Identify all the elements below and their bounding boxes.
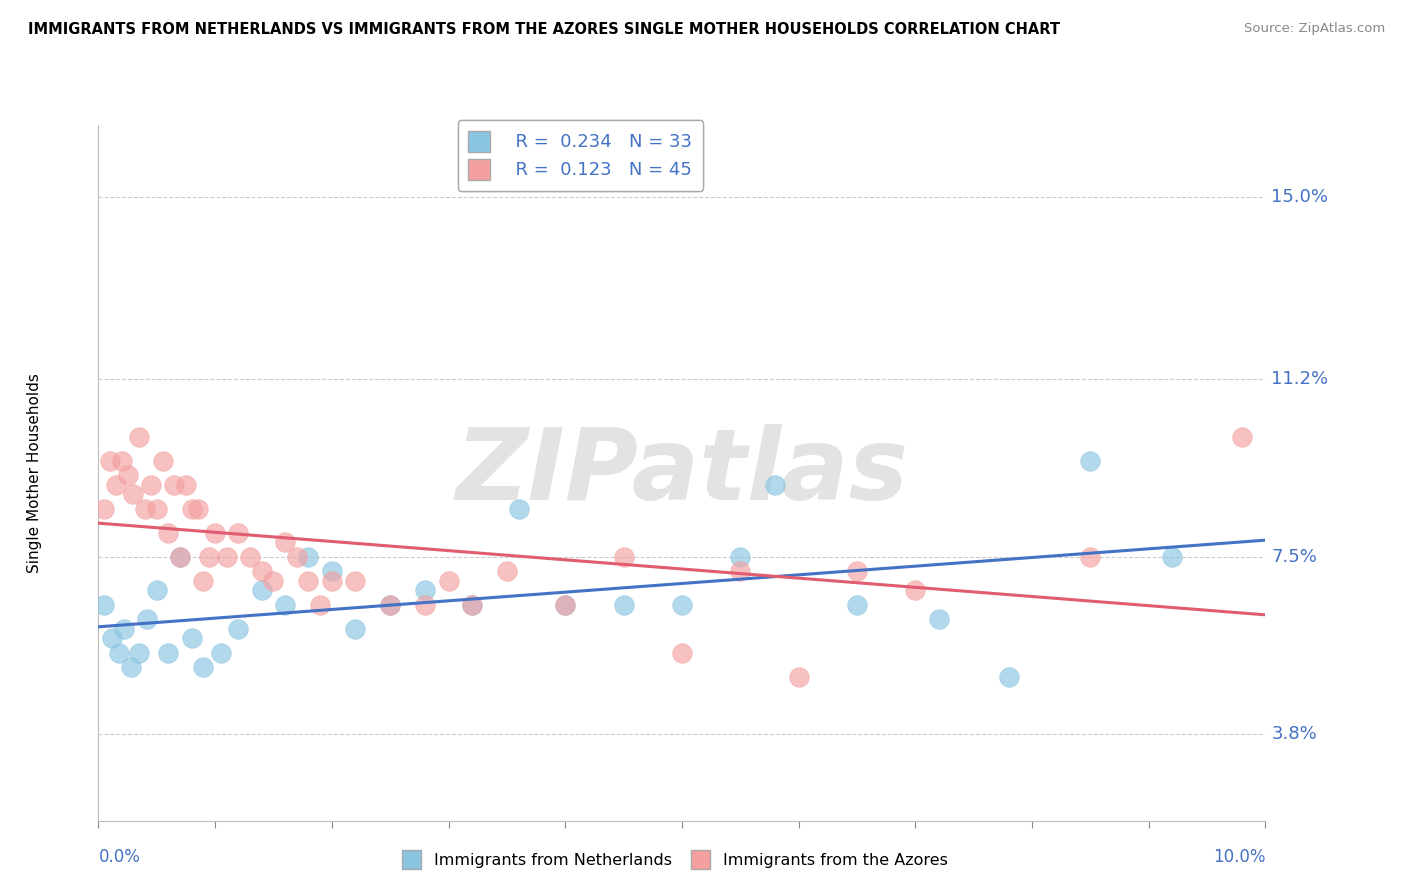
- Point: [134, 501, 156, 516]
- Text: 7.5%: 7.5%: [1271, 548, 1317, 566]
- Point: [108, 646, 131, 660]
- Point: [146, 501, 169, 516]
- Point: [997, 670, 1019, 684]
- Point: [93, 501, 115, 516]
- Point: [1080, 454, 1102, 468]
- Point: [1230, 430, 1253, 444]
- Point: [344, 574, 367, 588]
- Point: [136, 612, 159, 626]
- Point: [239, 549, 262, 564]
- Point: [671, 598, 693, 612]
- Point: [845, 598, 868, 612]
- Point: [250, 564, 273, 578]
- Point: [157, 525, 180, 540]
- Point: [193, 574, 215, 588]
- Point: [461, 598, 484, 612]
- Text: 10.0%: 10.0%: [1213, 848, 1265, 866]
- Point: [554, 598, 576, 612]
- Point: [787, 670, 810, 684]
- Point: [163, 477, 186, 491]
- Point: [461, 598, 484, 612]
- Point: [297, 574, 319, 588]
- Legend:   R =  0.234   N = 33,   R =  0.123   N = 45: R = 0.234 N = 33, R = 0.123 N = 45: [457, 120, 703, 191]
- Point: [112, 622, 135, 636]
- Text: ZIPatlas: ZIPatlas: [456, 425, 908, 521]
- Point: [215, 549, 238, 564]
- Point: [228, 622, 250, 636]
- Point: [554, 598, 576, 612]
- Point: [413, 598, 436, 612]
- Point: [128, 430, 150, 444]
- Point: [250, 583, 273, 598]
- Point: [117, 468, 139, 483]
- Text: Source: ZipAtlas.com: Source: ZipAtlas.com: [1244, 22, 1385, 36]
- Point: [285, 549, 308, 564]
- Point: [378, 598, 402, 612]
- Point: [730, 549, 752, 564]
- Legend: Immigrants from Netherlands, Immigrants from the Azores: Immigrants from Netherlands, Immigrants …: [395, 844, 955, 875]
- Point: [344, 622, 367, 636]
- Text: 3.8%: 3.8%: [1271, 725, 1317, 743]
- Point: [508, 501, 530, 516]
- Point: [120, 660, 142, 674]
- Point: [845, 564, 868, 578]
- Point: [180, 632, 202, 646]
- Point: [297, 549, 319, 564]
- Point: [93, 598, 115, 612]
- Point: [152, 454, 174, 468]
- Point: [763, 477, 786, 491]
- Point: [437, 574, 460, 588]
- Point: [1080, 549, 1102, 564]
- Point: [204, 525, 226, 540]
- Point: [378, 598, 402, 612]
- Point: [209, 646, 232, 660]
- Text: Single Mother Households: Single Mother Households: [27, 373, 42, 573]
- Point: [309, 598, 332, 612]
- Point: [612, 549, 634, 564]
- Point: [169, 549, 191, 564]
- Point: [413, 583, 436, 598]
- Text: IMMIGRANTS FROM NETHERLANDS VS IMMIGRANTS FROM THE AZORES SINGLE MOTHER HOUSEHOL: IMMIGRANTS FROM NETHERLANDS VS IMMIGRANT…: [28, 22, 1060, 37]
- Point: [495, 564, 517, 578]
- Point: [128, 646, 150, 660]
- Point: [98, 454, 121, 468]
- Point: [1161, 549, 1184, 564]
- Point: [122, 487, 145, 501]
- Point: [180, 501, 202, 516]
- Point: [274, 535, 297, 549]
- Point: [169, 549, 191, 564]
- Point: [612, 598, 634, 612]
- Text: 15.0%: 15.0%: [1271, 188, 1329, 206]
- Point: [146, 583, 169, 598]
- Point: [228, 525, 250, 540]
- Point: [193, 660, 215, 674]
- Point: [111, 454, 134, 468]
- Text: 0.0%: 0.0%: [98, 848, 141, 866]
- Point: [730, 564, 752, 578]
- Point: [321, 574, 343, 588]
- Point: [198, 549, 221, 564]
- Point: [174, 477, 197, 491]
- Point: [321, 564, 343, 578]
- Point: [139, 477, 162, 491]
- Point: [187, 501, 209, 516]
- Point: [104, 477, 127, 491]
- Point: [274, 598, 297, 612]
- Point: [904, 583, 927, 598]
- Text: 11.2%: 11.2%: [1271, 370, 1329, 388]
- Point: [101, 632, 124, 646]
- Point: [157, 646, 180, 660]
- Point: [928, 612, 950, 626]
- Point: [671, 646, 693, 660]
- Point: [262, 574, 284, 588]
